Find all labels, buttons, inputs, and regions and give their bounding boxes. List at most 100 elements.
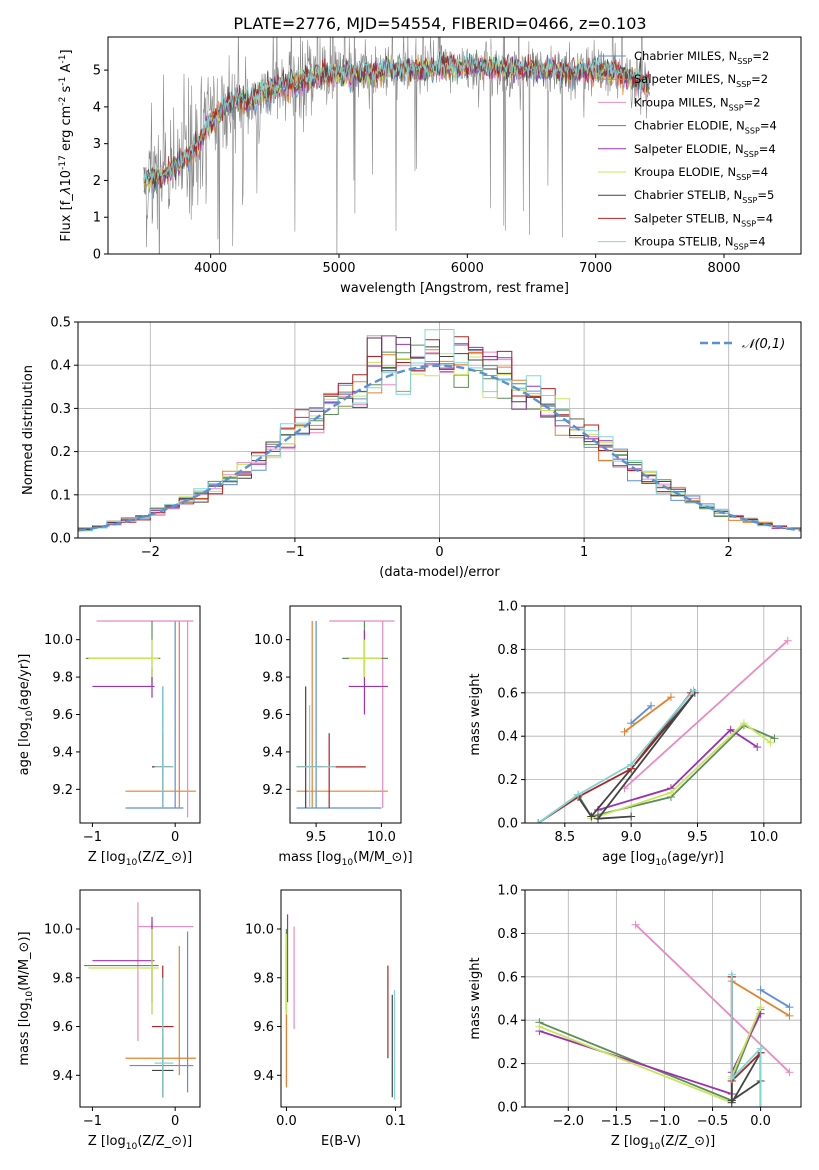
y-tick-label: 9.8 — [52, 971, 73, 986]
y-axis-label: mass [log10​(M/M_⊙)] — [17, 931, 35, 1065]
y-tick-label: 9.2 — [262, 783, 283, 798]
weight-series-line-8 — [537, 690, 695, 823]
weight-series-line-8 — [730, 974, 762, 1107]
y-axis-label: mass weight — [468, 673, 483, 755]
errorbar-point-4 — [92, 916, 155, 1003]
plot-area — [285, 914, 396, 1100]
weight-series-line-4 — [597, 728, 758, 811]
y-tick-label: 0.1 — [50, 488, 71, 503]
axes-frame — [280, 889, 402, 1108]
errorbar-point-5 — [88, 929, 159, 1015]
y-tick-label: 10.0 — [44, 923, 73, 938]
legend-label-3: Chabrier ELODIE, NSSP​=4 — [634, 119, 777, 136]
y-tick-label: 0.4 — [497, 730, 518, 745]
legend-label-2: Kroupa MILES, NSSP​=2 — [634, 95, 761, 112]
y-tick-label: 10.0 — [245, 923, 274, 938]
x-axis-label: Z [log10​(Z/Z_⊙)] — [611, 1134, 715, 1152]
weight-series-line-2 — [634, 924, 791, 1073]
errorbar-point-1 — [296, 620, 388, 809]
x-tick-label: −2.0 — [552, 1114, 584, 1129]
plot-area — [85, 620, 196, 818]
y-tick-label: 9.8 — [253, 971, 274, 986]
x-tick-label: −0.5 — [697, 1114, 729, 1129]
x-axis-label: (data-model)/error — [379, 565, 500, 580]
x-tick-label: 2 — [725, 545, 733, 560]
model-spectrum-line-6 — [143, 51, 650, 189]
y-tick-label: 9.4 — [253, 1069, 274, 1084]
panel-residuals: −2 −1 0 1 2 0.0 0.1 0.2 0.3 0.4 0.5 (data-model)/er… — [21, 316, 802, 580]
plot-area — [296, 620, 395, 809]
errorbar-point-8 — [296, 705, 336, 809]
axes-frame — [79, 605, 201, 824]
errorbar-point-5 — [88, 639, 159, 678]
figure-title: PLATE=2776, MJD=54554, FIBERID=0466, z=0… — [233, 14, 646, 33]
y-tick-label: 0.4 — [497, 1014, 518, 1029]
weight-series-line-0 — [760, 989, 790, 1008]
y-tick-label: 9.2 — [52, 783, 73, 798]
weight-series-line-7 — [537, 692, 692, 823]
weight-series-line-6 — [577, 692, 696, 820]
y-tick-label: 9.6 — [52, 1020, 73, 1035]
y-tick-label: 0.0 — [497, 1101, 518, 1116]
y-tick-label: 0.6 — [497, 970, 518, 985]
x-tick-label: −1 — [83, 1114, 102, 1129]
legend-label-4: Salpeter ELODIE, NSSP​=4 — [634, 142, 776, 159]
y-axis-label: Normed distribution — [21, 365, 36, 495]
plot-area — [84, 902, 196, 1098]
y-tick-label: 9.8 — [52, 671, 73, 686]
y-axis-label: age [log10​(age/yr)] — [17, 654, 35, 776]
x-tick-label: 0 — [171, 1114, 179, 1129]
errorbar-point-2 — [137, 902, 194, 1042]
x-tick-label: 0.1 — [385, 1114, 406, 1129]
y-tick-label: 0.0 — [50, 532, 71, 547]
legend-label-8: Kroupa STELIB, NSSP​=4 — [634, 235, 766, 252]
x-tick-label: −1 — [285, 545, 304, 560]
x-tick-label: −1.5 — [601, 1114, 633, 1129]
x-tick-label: 1 — [580, 545, 588, 560]
panel-z-mass: −1 0 9.4 9.6 9.8 10.0 Z [log10​(Z/Z_⊙)] mass [l… — [17, 889, 201, 1152]
y-tick-label: 0.0 — [497, 817, 518, 832]
panel-mass-age: 9.5 10.0 9.2 9.4 9.6 9.8 10.0 mass [log10​(M/M_… — [254, 605, 413, 868]
legend-label-1: Salpeter MILES, NSSP​=2 — [634, 72, 768, 89]
errorbar-point-3 — [342, 620, 388, 678]
y-tick-label: 0 — [93, 248, 101, 263]
x-axis-label: Z [log10​(Z/Z_⊙)] — [88, 1134, 192, 1152]
x-tick-label: 0 — [171, 830, 179, 845]
y-axis-label: Flux [f_λ10-17​ erg cm-2​ s-1​ A-1​] — [58, 49, 74, 241]
errorbar-point-2 — [329, 620, 395, 809]
errorbar-point-0 — [129, 931, 194, 1093]
x-tick-label: 10.0 — [367, 830, 396, 845]
y-tick-label: 9.4 — [52, 745, 73, 760]
errorbar-point-2 — [96, 620, 194, 818]
x-tick-label: −1.0 — [649, 1114, 681, 1129]
plot-area — [78, 329, 801, 533]
y-tick-label: 10.0 — [254, 633, 283, 648]
y-tick-label: 1 — [93, 211, 101, 226]
weight-series-line-5 — [539, 1006, 762, 1105]
x-tick-label: 4000 — [194, 261, 227, 276]
x-tick-label: 8000 — [707, 261, 740, 276]
y-tick-label: 9.6 — [253, 1020, 274, 1035]
x-tick-label: 9.5 — [687, 830, 708, 845]
x-tick-label: 9.0 — [621, 830, 642, 845]
errorbar-point-0 — [125, 620, 184, 809]
errorbar-point-4 — [92, 667, 155, 698]
y-tick-label: 5 — [93, 64, 101, 79]
x-axis-label: mass [log10​(M/M_⊙)] — [278, 850, 412, 868]
legend-label-6: Chabrier STELIB, NSSP​=5 — [634, 188, 774, 205]
errorbar-point-8 — [154, 686, 174, 809]
y-tick-label: 9.6 — [52, 708, 73, 723]
panel-age-weight: 8.5 9.0 9.5 10.0 0.0 0.2 0.4 0.6 0.8 1.0 age [log1… — [468, 600, 802, 868]
weight-series-line-1 — [623, 696, 672, 733]
y-tick-label: 0.5 — [50, 316, 71, 331]
panel-z-weight: −2.0 −1.5 −1.0 −0.5 0.0 0.0 0.2 0.4 0.6 0.8 1.0 Z [… — [468, 884, 802, 1152]
y-tick-label: 1.0 — [497, 600, 518, 615]
histogram-series-8 — [78, 329, 801, 532]
x-tick-label: 0 — [435, 545, 443, 560]
panel-spectrum: 4000 5000 6000 7000 8000 0 1 2 3 4 5 wavelength [An… — [58, 36, 802, 296]
y-tick-label: 0.8 — [497, 643, 518, 658]
errorbar-point-7 — [296, 733, 366, 809]
y-tick-label: 4 — [93, 100, 101, 115]
x-tick-label: 0.0 — [750, 1114, 771, 1129]
weight-series-line-0 — [630, 705, 652, 724]
